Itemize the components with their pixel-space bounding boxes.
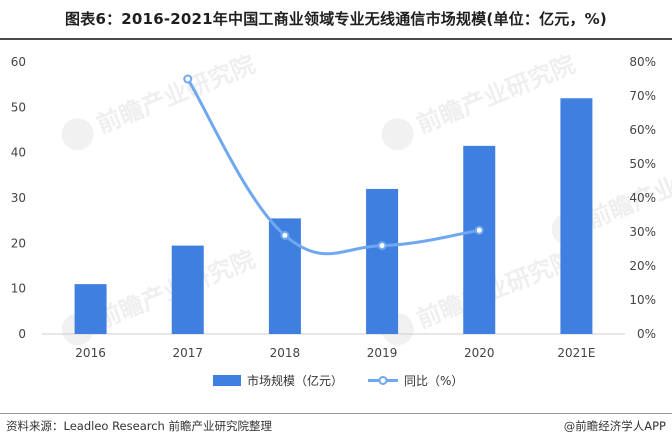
x-tick-label: 2021E: [557, 346, 595, 360]
watermark: 前瞻产业研究院: [381, 50, 579, 151]
bar: [366, 188, 399, 334]
watermark: 前瞻产业研究院: [61, 50, 259, 151]
footer-divider: [0, 413, 672, 414]
legend-label-line: 同比（%）: [404, 374, 463, 388]
watermark-logo: [381, 118, 414, 151]
y2-tick-label: 50%: [629, 157, 656, 171]
y-tick-label: 20: [11, 236, 26, 250]
y-tick-label: 40: [11, 146, 26, 160]
y2-tick-label: 0%: [637, 327, 656, 341]
y2-tick-label: 30%: [629, 225, 656, 239]
watermark-text: 前瞻产业研究院: [413, 50, 579, 139]
watermark-text: 前瞻产业研究院: [413, 245, 579, 334]
legend-swatch-bar: [213, 375, 241, 386]
x-tick-label: 2019: [367, 346, 398, 360]
y2-tick-label: 70%: [629, 89, 656, 103]
y2-tick-label: 40%: [629, 191, 656, 205]
line-point: [280, 230, 290, 240]
chart-title: 图表6：2016-2021年中国工商业领域专业无线通信市场规模(单位：亿元，%): [65, 10, 607, 28]
watermark-text: 前瞻产业研究院: [583, 145, 672, 234]
title-divider: [0, 38, 672, 40]
brand-credit: @前瞻经济学人APP: [563, 419, 666, 433]
line-point: [377, 241, 387, 251]
x-tick-label: 2018: [270, 346, 301, 360]
line-series: [183, 74, 484, 256]
y-tick-label: 10: [11, 282, 26, 296]
bar: [560, 98, 593, 335]
y-tick-label: 50: [11, 100, 26, 114]
bar: [74, 284, 107, 334]
y-tick-label: 60: [11, 55, 26, 69]
y2-tick-label: 20%: [629, 259, 656, 273]
x-tick-label: 2016: [75, 346, 106, 360]
y-tick-label: 0: [18, 327, 26, 341]
legend-swatch-marker: [378, 376, 388, 385]
chart: 前瞻产业研究院前瞻产业研究院前瞻产业研究院前瞻产业研究院前瞻产业研究院 0102…: [11, 50, 672, 388]
y2-tick-label: 60%: [629, 123, 656, 137]
bar: [463, 145, 496, 334]
y-tick-label: 30: [11, 191, 26, 205]
line-point: [474, 225, 484, 235]
legend-label-bar: 市场规模（亿元）: [247, 373, 343, 388]
legend: 市场规模（亿元） 同比（%）: [213, 373, 463, 388]
bar-series: [74, 98, 593, 335]
x-tick-label: 2017: [172, 346, 203, 360]
y2-tick-label: 10%: [629, 293, 656, 307]
y2-tick-label: 80%: [629, 55, 656, 69]
bar: [171, 245, 204, 334]
axes: 0 10 20 30 40 50 60 0% 10% 20% 30% 40% 50% 60% 70% 80% 2…: [11, 55, 656, 360]
source-note: 资料来源：Leadleo Research 前瞻产业研究院整理: [6, 419, 272, 433]
line-path: [186, 78, 480, 256]
x-tick-label: 2020: [464, 346, 495, 360]
watermark-text: 前瞻产业研究院: [93, 50, 259, 139]
line-point: [183, 74, 193, 84]
watermark-logo: [61, 118, 94, 151]
